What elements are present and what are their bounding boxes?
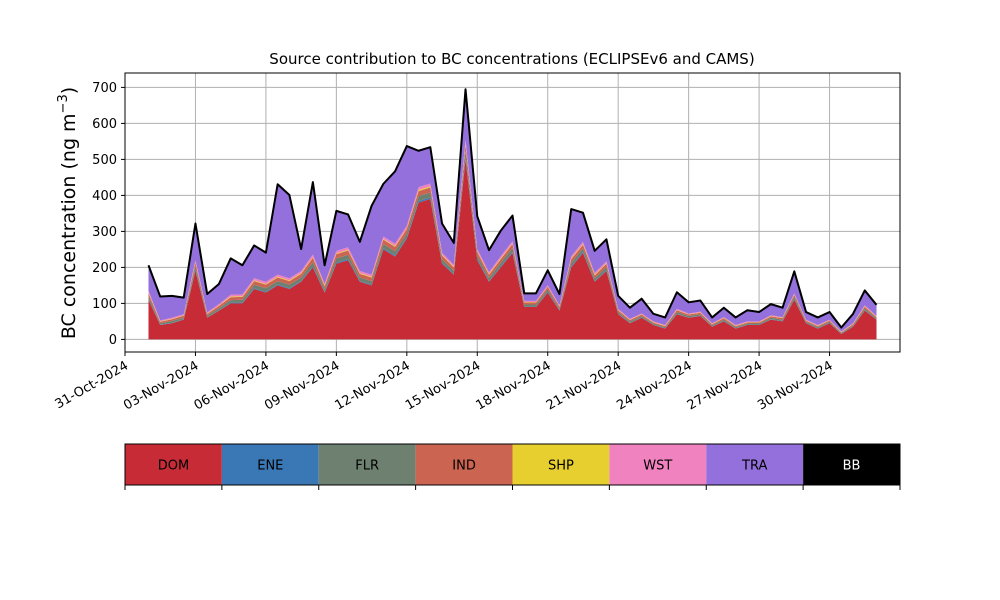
x-tick-label: 21-Nov-2024 bbox=[544, 358, 624, 413]
legend-swatch-ene bbox=[221, 444, 319, 485]
total-concentration-line bbox=[147, 88, 878, 329]
legend-swatch-flr bbox=[318, 444, 416, 485]
legend-label-wst: WST bbox=[643, 459, 672, 474]
y-tick-label: 0 bbox=[109, 333, 117, 348]
x-tick-label: 09-Nov-2024 bbox=[262, 358, 342, 413]
total-line bbox=[147, 88, 878, 329]
x-tick-label: 03-Nov-2024 bbox=[121, 358, 201, 413]
legend-swatch-shp bbox=[512, 444, 610, 485]
y-tick-label: 700 bbox=[92, 81, 117, 96]
legend-label-dom: DOM bbox=[158, 459, 189, 474]
legend-label-ind: IND bbox=[452, 459, 476, 474]
legend-label-ene: ENE bbox=[257, 459, 283, 474]
plot-frame bbox=[124, 72, 901, 353]
x-tick-label: 15-Nov-2024 bbox=[403, 358, 483, 413]
legend-label-flr: FLR bbox=[355, 459, 379, 474]
stacked-area-series bbox=[148, 89, 877, 340]
x-tick-label: 27-Nov-2024 bbox=[685, 358, 765, 413]
y-axis: 0 100 200 300 400 500 600 700 bbox=[92, 81, 125, 348]
x-tick-label: 30-Nov-2024 bbox=[755, 358, 835, 413]
legend-swatch-tra bbox=[706, 444, 804, 485]
y-tick-label: 500 bbox=[92, 153, 117, 168]
legend-swatch-ind bbox=[415, 444, 513, 485]
legend-label-bb: BB bbox=[843, 459, 861, 474]
y-tick-label: 600 bbox=[92, 117, 117, 132]
legend-swatch-dom bbox=[125, 444, 222, 485]
y-axis-label: BC concentration (ng m−3) bbox=[56, 87, 80, 339]
x-tick-label: 24-Nov-2024 bbox=[614, 358, 694, 413]
x-axis: 31-Oct-202403-Nov-202406-Nov-202409-Nov-… bbox=[53, 352, 836, 413]
y-tick-label: 300 bbox=[92, 225, 117, 240]
legend-swatch-bb bbox=[803, 444, 900, 485]
x-tick-label: 18-Nov-2024 bbox=[473, 358, 553, 413]
x-tick-label: 12-Nov-2024 bbox=[333, 358, 413, 413]
legend: DOM ENE FLR IND SHP WST TRA BB bbox=[124, 443, 901, 490]
area-dom bbox=[148, 159, 877, 340]
x-tick-label: 06-Nov-2024 bbox=[192, 358, 272, 413]
x-tick-label: 31-Oct-2024 bbox=[53, 358, 131, 412]
legend-label-tra: TRA bbox=[741, 459, 767, 474]
chart-title: Source contribution to BC concentrations… bbox=[269, 50, 754, 68]
y-tick-label: 100 bbox=[92, 297, 117, 312]
y-tick-label: 200 bbox=[92, 261, 117, 276]
y-tick-label: 400 bbox=[92, 189, 117, 204]
legend-label-shp: SHP bbox=[548, 459, 574, 474]
legend-swatch-wst bbox=[609, 444, 707, 485]
